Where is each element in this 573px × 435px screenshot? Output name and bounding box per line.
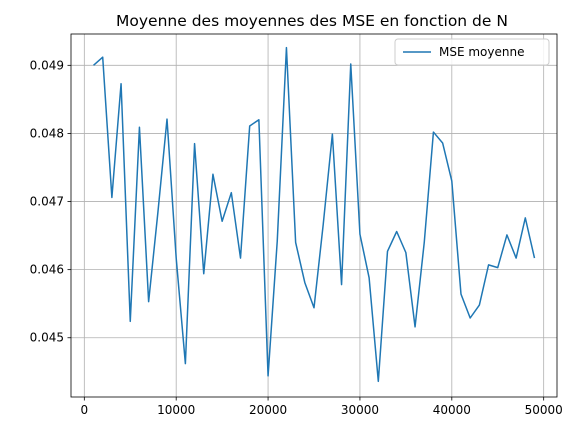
plot-frame [70,33,558,398]
y-tick-label: 0.045 [30,331,64,345]
y-tick-label: 0.049 [30,58,64,72]
y-tick-label: 0.046 [30,263,64,277]
x-tick-label: 20000 [249,403,287,417]
chart-title: Moyenne des moyennes des MSE en fonction… [116,12,508,30]
y-tick-label: 0.047 [30,195,64,209]
x-tick-label: 50000 [525,403,563,417]
legend-box [394,38,550,66]
x-tick-label: 10000 [157,403,195,417]
x-tick-label: 30000 [341,403,379,417]
series-line [93,46,536,383]
y-axis: 0.045 0.046 0.047 0.048 0.049 [30,58,71,345]
x-axis: 0 10000 20000 30000 40000 50000 [81,397,563,417]
x-tick-label: 0 [81,403,89,417]
series-layer [93,46,536,383]
x-tick-label: 40000 [433,403,471,417]
legend: MSE moyenne [394,38,550,66]
grid [71,34,557,397]
legend-label: MSE moyenne [439,45,524,59]
y-tick-label: 0.048 [30,126,64,140]
